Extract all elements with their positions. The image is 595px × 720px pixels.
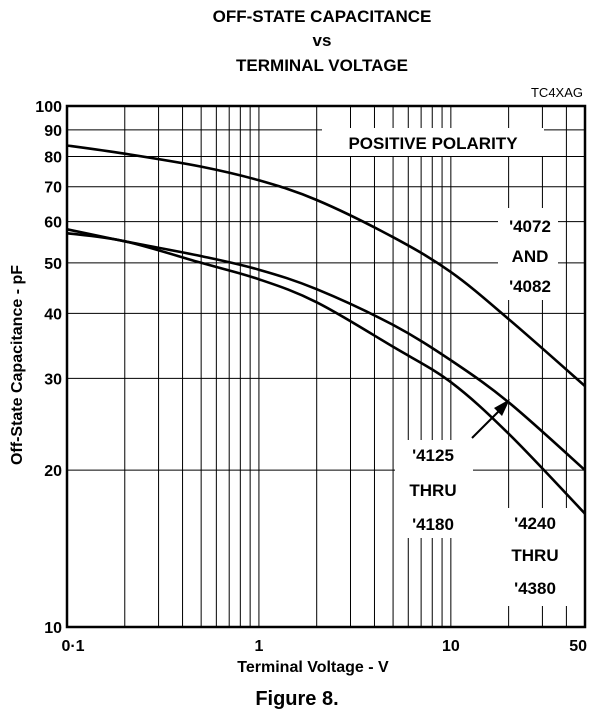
y-tick-label: 10	[44, 620, 62, 637]
y-tick-label: 80	[44, 149, 62, 166]
y-tick-label: 100	[35, 99, 62, 116]
y-tick-labels: 10 20 30 40 50 60 70 80 90 100	[35, 99, 62, 637]
series-2-label-line-1: '4125	[412, 446, 454, 465]
title-line-1: OFF-STATE CAPACITANCE	[213, 7, 432, 26]
x-axis-label: Terminal Voltage - V	[237, 659, 389, 676]
polarity-label: POSITIVE POLARITY	[348, 134, 518, 153]
series-2-label-bg	[395, 440, 473, 538]
series-1-curve	[66, 144, 586, 388]
y-axis-label: Off-State Capacitance - pF	[9, 265, 26, 465]
y-tick-label: 90	[44, 123, 62, 140]
series-2-label-line-2: THRU	[409, 481, 456, 500]
y-tick-label: 50	[44, 256, 62, 273]
y-tick-label: 30	[44, 371, 62, 388]
series-2-label: '4125 THRU '4180	[395, 440, 473, 538]
series-1-label-line-1: '4072	[509, 217, 551, 236]
series-2-arrow-head	[494, 399, 510, 416]
y-tick-label: 40	[44, 306, 62, 323]
x-tick-label: 1	[254, 638, 263, 655]
polarity-label-bg	[322, 128, 544, 156]
series-2-curve	[66, 228, 586, 472]
series-1-label-bg	[498, 208, 558, 300]
series-3-label-line-1: '4240	[514, 514, 556, 533]
y-tick-label: 60	[44, 215, 62, 232]
chart-title: OFF-STATE CAPACITANCE vs TERMINAL VOLTAG…	[213, 7, 432, 75]
x-tick-label: 50	[569, 638, 587, 655]
series-2-arrow	[471, 399, 510, 439]
x-tick-label: 10	[442, 638, 460, 655]
series-3-label-line-2: THRU	[511, 546, 558, 565]
series-1-label: '4072 AND '4082	[498, 208, 558, 300]
figure-code: TC4XAG	[531, 85, 583, 100]
series-2-arrow-shaft	[471, 406, 504, 439]
figure-caption: Figure 8.	[255, 688, 338, 710]
series-3-curve	[66, 231, 586, 515]
y-tick-label: 20	[44, 463, 62, 480]
plot-frame	[65, 104, 587, 629]
series-2-label-line-3: '4180	[412, 515, 454, 534]
title-line-3: TERMINAL VOLTAGE	[236, 56, 408, 75]
polarity-annotation: POSITIVE POLARITY	[322, 128, 544, 156]
title-line-2: vs	[313, 31, 332, 50]
curves	[66, 144, 586, 515]
series-1-label-line-2: AND	[512, 247, 549, 266]
series-3-label-line-3: '4380	[514, 579, 556, 598]
x-tick-labels: 0·1 1 10 50	[61, 638, 587, 655]
series-3-label: '4240 THRU '4380	[500, 508, 568, 606]
x-tick-label: 0·1	[61, 638, 84, 655]
y-tick-label: 70	[44, 180, 62, 197]
series-1-label-line-3: '4082	[509, 277, 551, 296]
series-3-label-bg	[500, 508, 568, 606]
